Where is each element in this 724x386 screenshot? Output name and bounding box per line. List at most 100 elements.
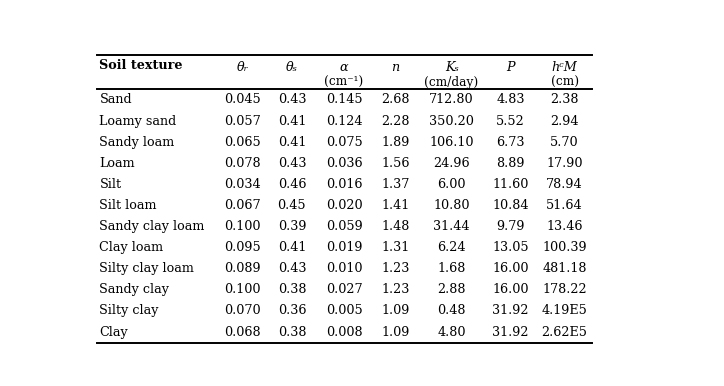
Text: Clay loam: Clay loam <box>99 241 164 254</box>
Text: 178.22: 178.22 <box>542 283 587 296</box>
Text: 1.48: 1.48 <box>382 220 410 233</box>
Text: 0.43: 0.43 <box>278 93 306 107</box>
Text: 31.44: 31.44 <box>434 220 470 233</box>
Text: 0.41: 0.41 <box>278 241 306 254</box>
Text: 1.23: 1.23 <box>382 283 410 296</box>
Text: 6.24: 6.24 <box>437 241 466 254</box>
Text: 0.124: 0.124 <box>326 115 363 127</box>
Text: Silt loam: Silt loam <box>99 199 157 212</box>
Text: 6.00: 6.00 <box>437 178 466 191</box>
Text: 0.100: 0.100 <box>224 283 261 296</box>
Text: 11.60: 11.60 <box>492 178 529 191</box>
Text: 1.31: 1.31 <box>382 241 410 254</box>
Text: 8.89: 8.89 <box>496 157 525 170</box>
Text: 1.23: 1.23 <box>382 262 410 275</box>
Text: 4.80: 4.80 <box>437 326 466 339</box>
Text: 24.96: 24.96 <box>433 157 470 170</box>
Text: 2.62E5: 2.62E5 <box>542 326 588 339</box>
Text: 1.68: 1.68 <box>437 262 466 275</box>
Text: 4.19E5: 4.19E5 <box>542 305 588 318</box>
Text: 0.067: 0.067 <box>224 199 261 212</box>
Text: θₛ: θₛ <box>286 61 298 74</box>
Text: 0.027: 0.027 <box>326 283 363 296</box>
Text: 100.39: 100.39 <box>542 241 587 254</box>
Text: 0.008: 0.008 <box>326 326 363 339</box>
Text: Sand: Sand <box>99 93 132 107</box>
Text: 481.18: 481.18 <box>542 262 587 275</box>
Text: 1.56: 1.56 <box>382 157 410 170</box>
Text: 0.43: 0.43 <box>278 262 306 275</box>
Text: 0.065: 0.065 <box>224 135 261 149</box>
Text: 2.68: 2.68 <box>382 93 410 107</box>
Text: 0.38: 0.38 <box>278 283 306 296</box>
Text: 78.94: 78.94 <box>547 178 583 191</box>
Text: 0.38: 0.38 <box>278 326 306 339</box>
Text: 0.095: 0.095 <box>224 241 261 254</box>
Text: 0.46: 0.46 <box>278 178 306 191</box>
Text: n: n <box>392 61 400 74</box>
Text: 16.00: 16.00 <box>492 262 529 275</box>
Text: Loamy sand: Loamy sand <box>99 115 177 127</box>
Text: θᵣ: θᵣ <box>237 61 248 74</box>
Text: 17.90: 17.90 <box>547 157 583 170</box>
Text: 4.83: 4.83 <box>496 93 525 107</box>
Text: 1.09: 1.09 <box>382 305 410 318</box>
Text: (cm): (cm) <box>550 76 578 89</box>
Text: 2.38: 2.38 <box>550 93 579 107</box>
Text: 10.84: 10.84 <box>492 199 529 212</box>
Text: 0.48: 0.48 <box>437 305 466 318</box>
Text: 0.089: 0.089 <box>224 262 261 275</box>
Text: 106.10: 106.10 <box>429 135 473 149</box>
Text: 0.010: 0.010 <box>326 262 363 275</box>
Text: Soil texture: Soil texture <box>99 59 183 73</box>
Text: (cm⁻¹): (cm⁻¹) <box>324 76 363 89</box>
Text: 0.145: 0.145 <box>326 93 363 107</box>
Text: 31.92: 31.92 <box>492 305 529 318</box>
Text: Silty clay loam: Silty clay loam <box>99 262 194 275</box>
Text: 0.41: 0.41 <box>278 135 306 149</box>
Text: 0.019: 0.019 <box>326 241 363 254</box>
Text: 13.05: 13.05 <box>492 241 529 254</box>
Text: 1.37: 1.37 <box>382 178 410 191</box>
Text: Sandy clay: Sandy clay <box>99 283 169 296</box>
Text: (cm/day): (cm/day) <box>424 76 479 89</box>
Text: 16.00: 16.00 <box>492 283 529 296</box>
Text: α: α <box>340 61 348 74</box>
Text: 2.28: 2.28 <box>382 115 410 127</box>
Text: Clay: Clay <box>99 326 128 339</box>
Text: 1.09: 1.09 <box>382 326 410 339</box>
Text: 0.075: 0.075 <box>326 135 363 149</box>
Text: 0.020: 0.020 <box>326 199 363 212</box>
Text: 0.41: 0.41 <box>278 115 306 127</box>
Text: 1.41: 1.41 <box>382 199 410 212</box>
Text: hᶜM: hᶜM <box>552 61 578 74</box>
Text: 0.39: 0.39 <box>278 220 306 233</box>
Text: 2.94: 2.94 <box>550 115 579 127</box>
Text: P: P <box>506 61 515 74</box>
Text: Silt: Silt <box>99 178 122 191</box>
Text: 9.79: 9.79 <box>496 220 525 233</box>
Text: Kₛ: Kₛ <box>445 61 458 74</box>
Text: 0.036: 0.036 <box>326 157 363 170</box>
Text: 2.88: 2.88 <box>437 283 466 296</box>
Text: 350.20: 350.20 <box>429 115 474 127</box>
Text: 10.80: 10.80 <box>434 199 470 212</box>
Text: 13.46: 13.46 <box>547 220 583 233</box>
Text: 0.068: 0.068 <box>224 326 261 339</box>
Text: 0.43: 0.43 <box>278 157 306 170</box>
Text: Sandy loam: Sandy loam <box>99 135 174 149</box>
Text: 6.73: 6.73 <box>496 135 525 149</box>
Text: 0.045: 0.045 <box>224 93 261 107</box>
Text: 0.005: 0.005 <box>326 305 363 318</box>
Text: 0.034: 0.034 <box>224 178 261 191</box>
Text: Silty clay: Silty clay <box>99 305 159 318</box>
Text: 0.070: 0.070 <box>224 305 261 318</box>
Text: 0.100: 0.100 <box>224 220 261 233</box>
Text: 0.078: 0.078 <box>224 157 261 170</box>
Text: Loam: Loam <box>99 157 135 170</box>
Text: 5.52: 5.52 <box>496 115 525 127</box>
Text: 0.36: 0.36 <box>278 305 306 318</box>
Text: 1.89: 1.89 <box>382 135 410 149</box>
Text: 0.016: 0.016 <box>326 178 363 191</box>
Text: 5.70: 5.70 <box>550 135 579 149</box>
